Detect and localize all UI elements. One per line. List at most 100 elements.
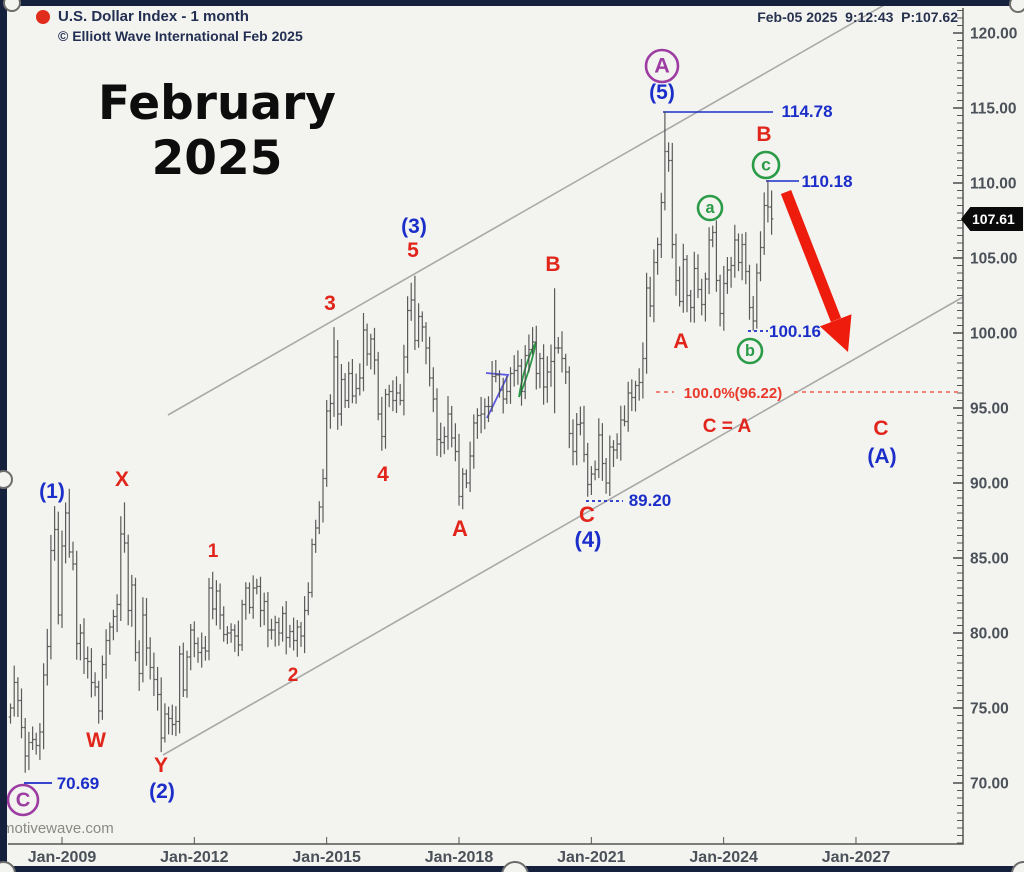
ohlc-bar [431,367,435,413]
ohlc-bar [111,609,116,641]
ohlc-bar [409,282,413,321]
level-10016: 100.16 [769,322,821,341]
ohlc-bar [619,405,623,461]
ohlc-bar [472,414,476,469]
ohlc-bar [211,571,215,620]
level-8920: 89.20 [629,491,672,510]
ohlc-bar [534,325,538,390]
ohlc-bar [251,575,255,619]
ohlc-bar [137,640,141,691]
ohlc-bar [527,334,531,373]
ohlc-bar [512,355,516,387]
ohlc-bar [508,367,513,404]
ohlc-bar [177,645,182,734]
ohlc-bar [700,278,704,316]
ohlc-bar [236,620,241,657]
ohlc-bar [60,530,64,628]
wave-prim-5: (5) [649,81,675,104]
ohlc-bar [255,578,259,595]
ohlc-bar [19,688,24,739]
ohlc-bar [402,344,406,416]
circled-a-green-letter: a [705,199,715,217]
forecast-arrow-shaft [780,189,842,323]
ohlc-bar [387,384,391,408]
ohlc-bar [450,405,454,448]
ohlc-bar [663,111,667,211]
ohlc-bar [758,231,763,282]
ohlc-bar [82,618,86,674]
circled-c-purple-circle [6,783,40,817]
ohlc-bar [284,601,288,655]
x-axis-label: Jan-2027 [822,849,891,866]
notch-bottom-right [1011,861,1024,872]
ohlc-bar [394,376,399,413]
circled-b-green-letter: b [745,342,755,360]
y-axis-label: 90.00 [970,476,1009,493]
ohlc-bar [299,621,303,647]
ohlc-bar [398,383,402,406]
ohlc-bar [321,468,325,523]
ohlc-bar [516,350,520,385]
ohlc-bar [269,618,274,640]
ohlc-bar [225,626,230,645]
y-axis-label: 120.00 [970,26,1017,43]
ohlc-bar [122,502,127,553]
ohlc-bar [391,380,395,412]
y-axis-label: 75.00 [970,701,1009,718]
x-axis-label: Jan-2024 [689,849,758,866]
ohlc-bar [552,288,557,414]
ohlc-bar [744,232,748,285]
ohlc-bar [501,377,505,414]
channel-line-upper [167,0,894,416]
channel-line-lower [162,296,964,756]
axis-ticks [61,10,963,844]
ohlc-bar [681,243,685,313]
y-axis-label: 95.00 [970,401,1009,418]
ohlc-bar [442,426,446,455]
wave-prim-1: (1) [39,480,65,503]
ohlc-bar [725,257,730,294]
fib-label: 100.0%(96.22) [684,385,782,402]
wave-x: X [115,468,129,491]
circled-c-purple-letter: C [16,789,31,811]
ohlc-bar [494,360,498,383]
wave-a-target: (A) [867,445,896,468]
wave-c-target: C [873,417,888,440]
ohlc-bar [453,423,458,462]
ohlc-bar [685,255,689,313]
c-equals-a: C = A [703,416,752,437]
ohlc-bar [461,468,465,510]
ohlc-bar [766,180,770,223]
ohlc-bar [655,237,660,275]
ohlc-bar [556,337,560,354]
left-edge-bar [0,0,7,872]
y-axis-label: 85.00 [970,551,1009,568]
x-axis-label: Jan-2012 [160,849,229,866]
ohlc-bar [689,289,693,323]
ohlc-bar [75,550,79,660]
ohlc-bar [747,264,752,320]
ohlc-bar [696,254,700,299]
ohlc-bar [475,408,480,439]
ohlc-bar [490,361,494,412]
ohlc-bar [549,344,553,387]
ohlc-bar [30,726,35,750]
chart-header: U.S. Dollar Index - 1 month © Elliott Wa… [36,8,303,44]
ohlc-bar [97,680,101,724]
ohlc-bar [141,597,145,683]
ohlc-bar [589,466,594,495]
ohlc-bar [49,534,53,660]
ohlc-bar [336,340,340,430]
wave-1: 1 [208,541,219,562]
level-7069: 70.69 [57,774,100,793]
ohlc-bar [23,718,27,773]
ohlc-bar [376,351,380,421]
ohlc-bar [78,624,83,661]
ohlc-bar [302,596,307,654]
crosshair-timestamp: Feb-05 2025 9:12:43 P:107.62 [757,9,958,25]
ohlc-bar [405,296,410,374]
ohlc-bar [597,418,601,479]
ohlc-bar [244,582,248,620]
ohlc-bar [615,433,619,459]
